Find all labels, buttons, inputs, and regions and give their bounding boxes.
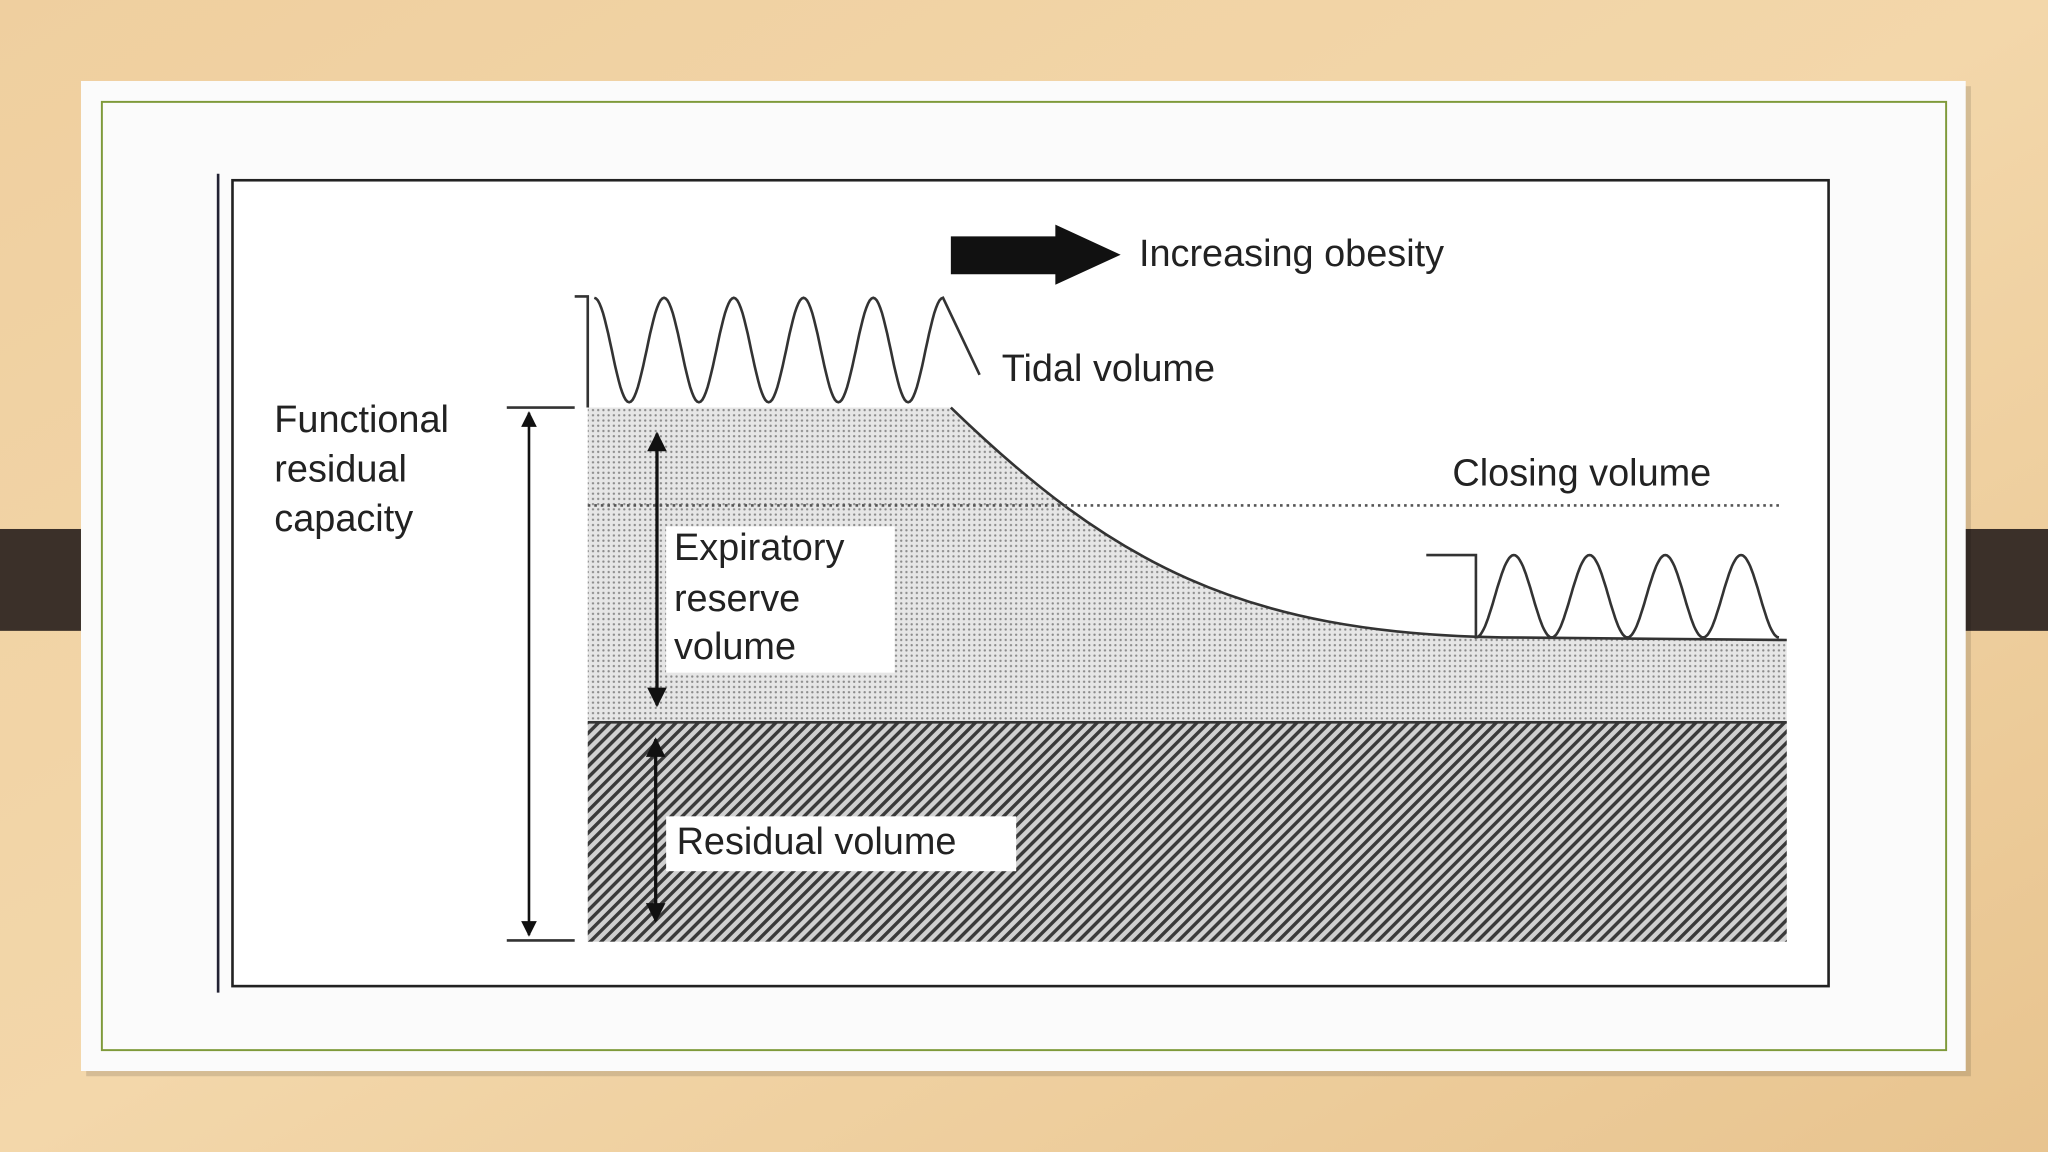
tidal-wave-left [593,296,981,404]
label-bg [666,816,1017,872]
obesity-arrow [950,224,1121,285]
rv-label: Residual volume [677,821,957,863]
erv-label: reserve [674,578,800,620]
label-bg [666,526,895,673]
curve [949,406,1787,642]
frc-label: Functional [274,399,449,441]
erv-label: volume [674,626,796,668]
frc-label: capacity [274,498,413,540]
tidal-label: Tidal volume [1002,348,1215,390]
bracket [574,295,590,408]
tidal-wave-right [1426,553,1780,639]
erv-label: Expiratory [674,527,844,569]
closing-label: Closing volume [1452,452,1711,494]
slide-border [100,100,1948,1052]
arrow-label: Increasing obesity [1139,233,1444,275]
frc-label: residual [274,449,407,491]
